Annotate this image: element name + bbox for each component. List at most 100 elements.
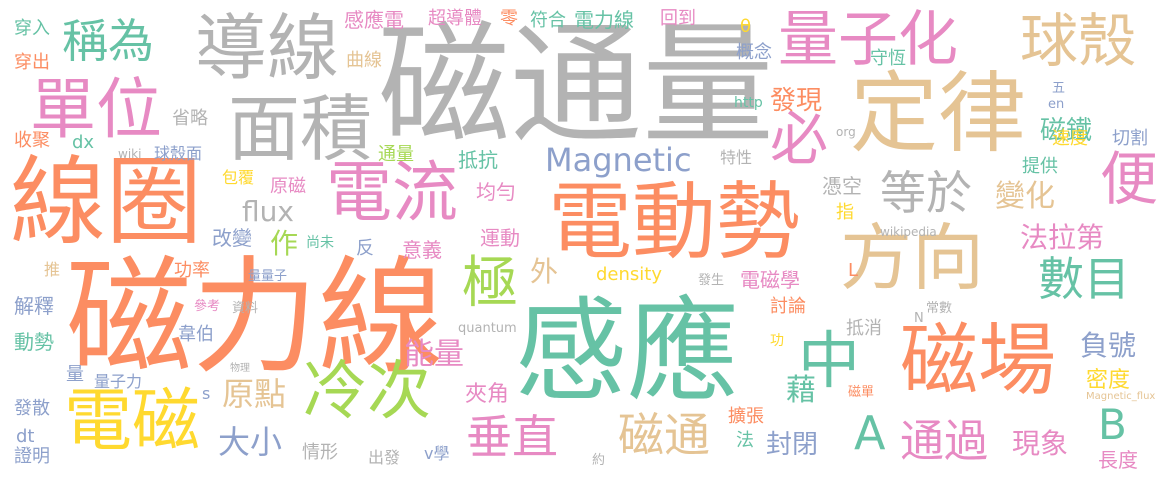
word-97: quantum [458,321,517,336]
word-94: 資料 [232,301,259,316]
word-68: 特性 [720,148,753,167]
word-84: wikipedia [880,225,937,239]
word-17: 中 [798,324,861,397]
word-19: 便 [1100,145,1159,213]
word-27: 磁通 [618,408,710,462]
word-21: 等於 [880,166,972,220]
word-102: 功 [770,333,784,349]
word-51: 電力線 [574,8,634,32]
word-73: 提供 [1022,156,1058,177]
word-103: 物理 [230,363,250,374]
word-46: 夾角 [465,382,510,407]
word-14: 電流 [326,154,458,231]
word-6: 定律 [850,62,1027,165]
word-100: 動勢 [14,330,54,354]
word-44: 密度 [1086,368,1131,393]
word-110: 擴張 [728,406,764,427]
word-95: 討論 [770,296,806,317]
word-9: 方向 [840,216,985,300]
word-71: 速度 [1052,128,1088,149]
word-116: v學 [424,444,450,463]
word-77: 憑空 [822,174,862,198]
word-79: 改變 [212,226,252,250]
word-98: 抵消 [846,318,882,339]
word-59: 穿出 [14,52,50,73]
word-20: 稱為 [62,14,154,68]
word-101: 韋伯 [178,324,214,345]
word-23: flux [242,195,294,228]
word-85: 推 [44,260,61,279]
word-45: 長度 [1098,448,1138,472]
word-40: 磁鐵 [1040,116,1093,146]
word-29: B [1098,400,1127,449]
word-114: 情形 [302,442,338,463]
word-66: 通量 [378,144,414,165]
word-16: 冷次 [303,355,431,429]
word-50: 符合 [530,10,566,31]
word-52: 回到 [660,8,696,29]
word-31: 法拉第 [1020,221,1105,254]
word-105: 量子力 [94,372,143,391]
word-58: 穿入 [14,18,50,39]
word-54: 概念 [736,42,772,63]
word-39: 封閉 [766,430,819,460]
word-62: 收聚 [14,130,50,151]
word-69: http [734,95,763,111]
word-80: 尚未 [306,235,334,251]
word-75: 原磁 [270,176,306,197]
word-99: N [914,311,924,326]
word-8: 面積 [228,87,373,171]
word-63: dx [72,132,95,153]
word-18: 必 [770,105,829,173]
word-82: 意義 [402,238,442,262]
word-4: 線圈 [10,146,202,258]
word-41: 發現 [770,86,823,116]
word-53: θ [740,16,752,37]
word-34: 大小 [218,423,283,461]
word-28: A [854,406,886,460]
word-2: 磁力線 [66,244,444,391]
word-90: 電磁學 [740,268,800,292]
word-81: 反 [356,238,374,259]
word-70: org [836,125,856,139]
word-107: 發散 [14,398,50,419]
word-91: L [848,260,859,281]
word-24: 極 [462,251,518,316]
word-93: 參考 [194,299,221,314]
word-72: 切割 [1112,128,1148,149]
word-42: 外 [530,255,559,288]
word-47: 感應電 [344,8,404,32]
word-55: 守恆 [870,48,906,69]
word-96: 常數 [926,301,953,316]
word-111: dt [16,426,35,447]
word-5: 電動勢 [548,173,801,271]
word-10: 磁場 [900,316,1057,406]
word-112: 法 [736,430,754,451]
word-115: 出發 [368,448,401,467]
word-7: 導線 [195,6,340,90]
word-61: 省略 [172,108,208,129]
word-48: 超導體 [428,8,482,29]
word-12: 量子化 [778,5,958,75]
word-30: 通過 [900,416,988,467]
word-1: 磁通量 [378,9,774,163]
word-13: 球殼 [1020,7,1137,75]
word-88: density [596,264,662,285]
word-32: 變化 [995,179,1055,214]
word-60: 曲線 [346,50,382,71]
word-89: 發生 [698,273,725,288]
word-78: 指 [836,202,854,223]
word-109: Magnetic_flux [1086,391,1156,402]
word-65: 球殼面 [154,144,203,163]
word-57: en [1048,97,1065,112]
word-83: 運動 [480,226,520,250]
word-117: 約 [592,453,606,468]
word-22: Magnetic [545,141,692,179]
word-64: wiki [118,147,142,161]
word-36: 負號 [1080,329,1137,362]
word-74: 包覆 [222,168,255,187]
word-106: s [202,384,211,403]
word-86: 功率 [174,260,210,281]
word-92: 解釋 [14,294,54,318]
